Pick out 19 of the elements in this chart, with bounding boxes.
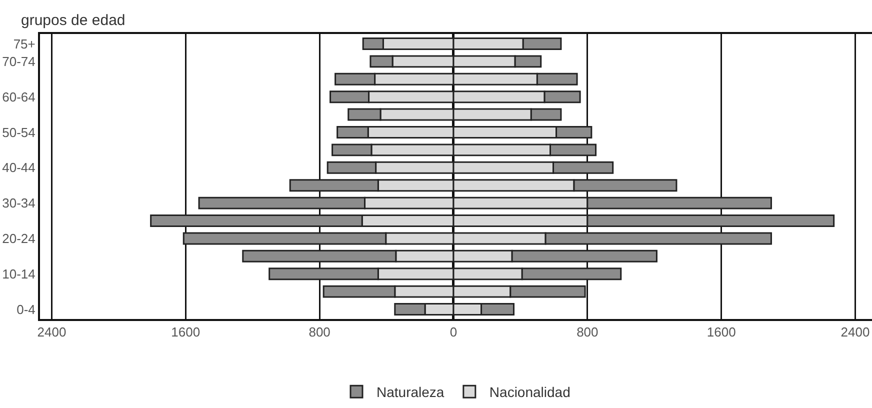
legend-label: Naturaleza <box>376 384 444 400</box>
y-tick-label: 60-64 <box>2 89 36 104</box>
y-tick-label: 10-14 <box>2 266 36 282</box>
y-tick-label: 40-44 <box>2 160 36 176</box>
x-tick-label: 2400 <box>37 324 66 340</box>
y-tick-label: 50-54 <box>2 124 36 140</box>
y-tick-label: 30-34 <box>2 196 36 211</box>
x-tick-label: 2400 <box>840 324 870 340</box>
y-axis-title: grupos de edad <box>21 12 126 29</box>
x-tick-label: 0 <box>450 324 458 340</box>
y-tick-label: 20-24 <box>2 231 36 246</box>
y-tick-label: 75+ <box>13 36 36 52</box>
x-tick-label: 1600 <box>706 324 736 340</box>
x-tick-label: 800 <box>576 324 598 340</box>
x-tick-label: 800 <box>308 324 330 340</box>
x-tick-label: 1600 <box>171 324 200 340</box>
legend-label: Nacionalidad <box>489 384 570 400</box>
y-tick-label: 0-4 <box>16 302 36 317</box>
y-tick-label: 70-74 <box>2 54 36 69</box>
